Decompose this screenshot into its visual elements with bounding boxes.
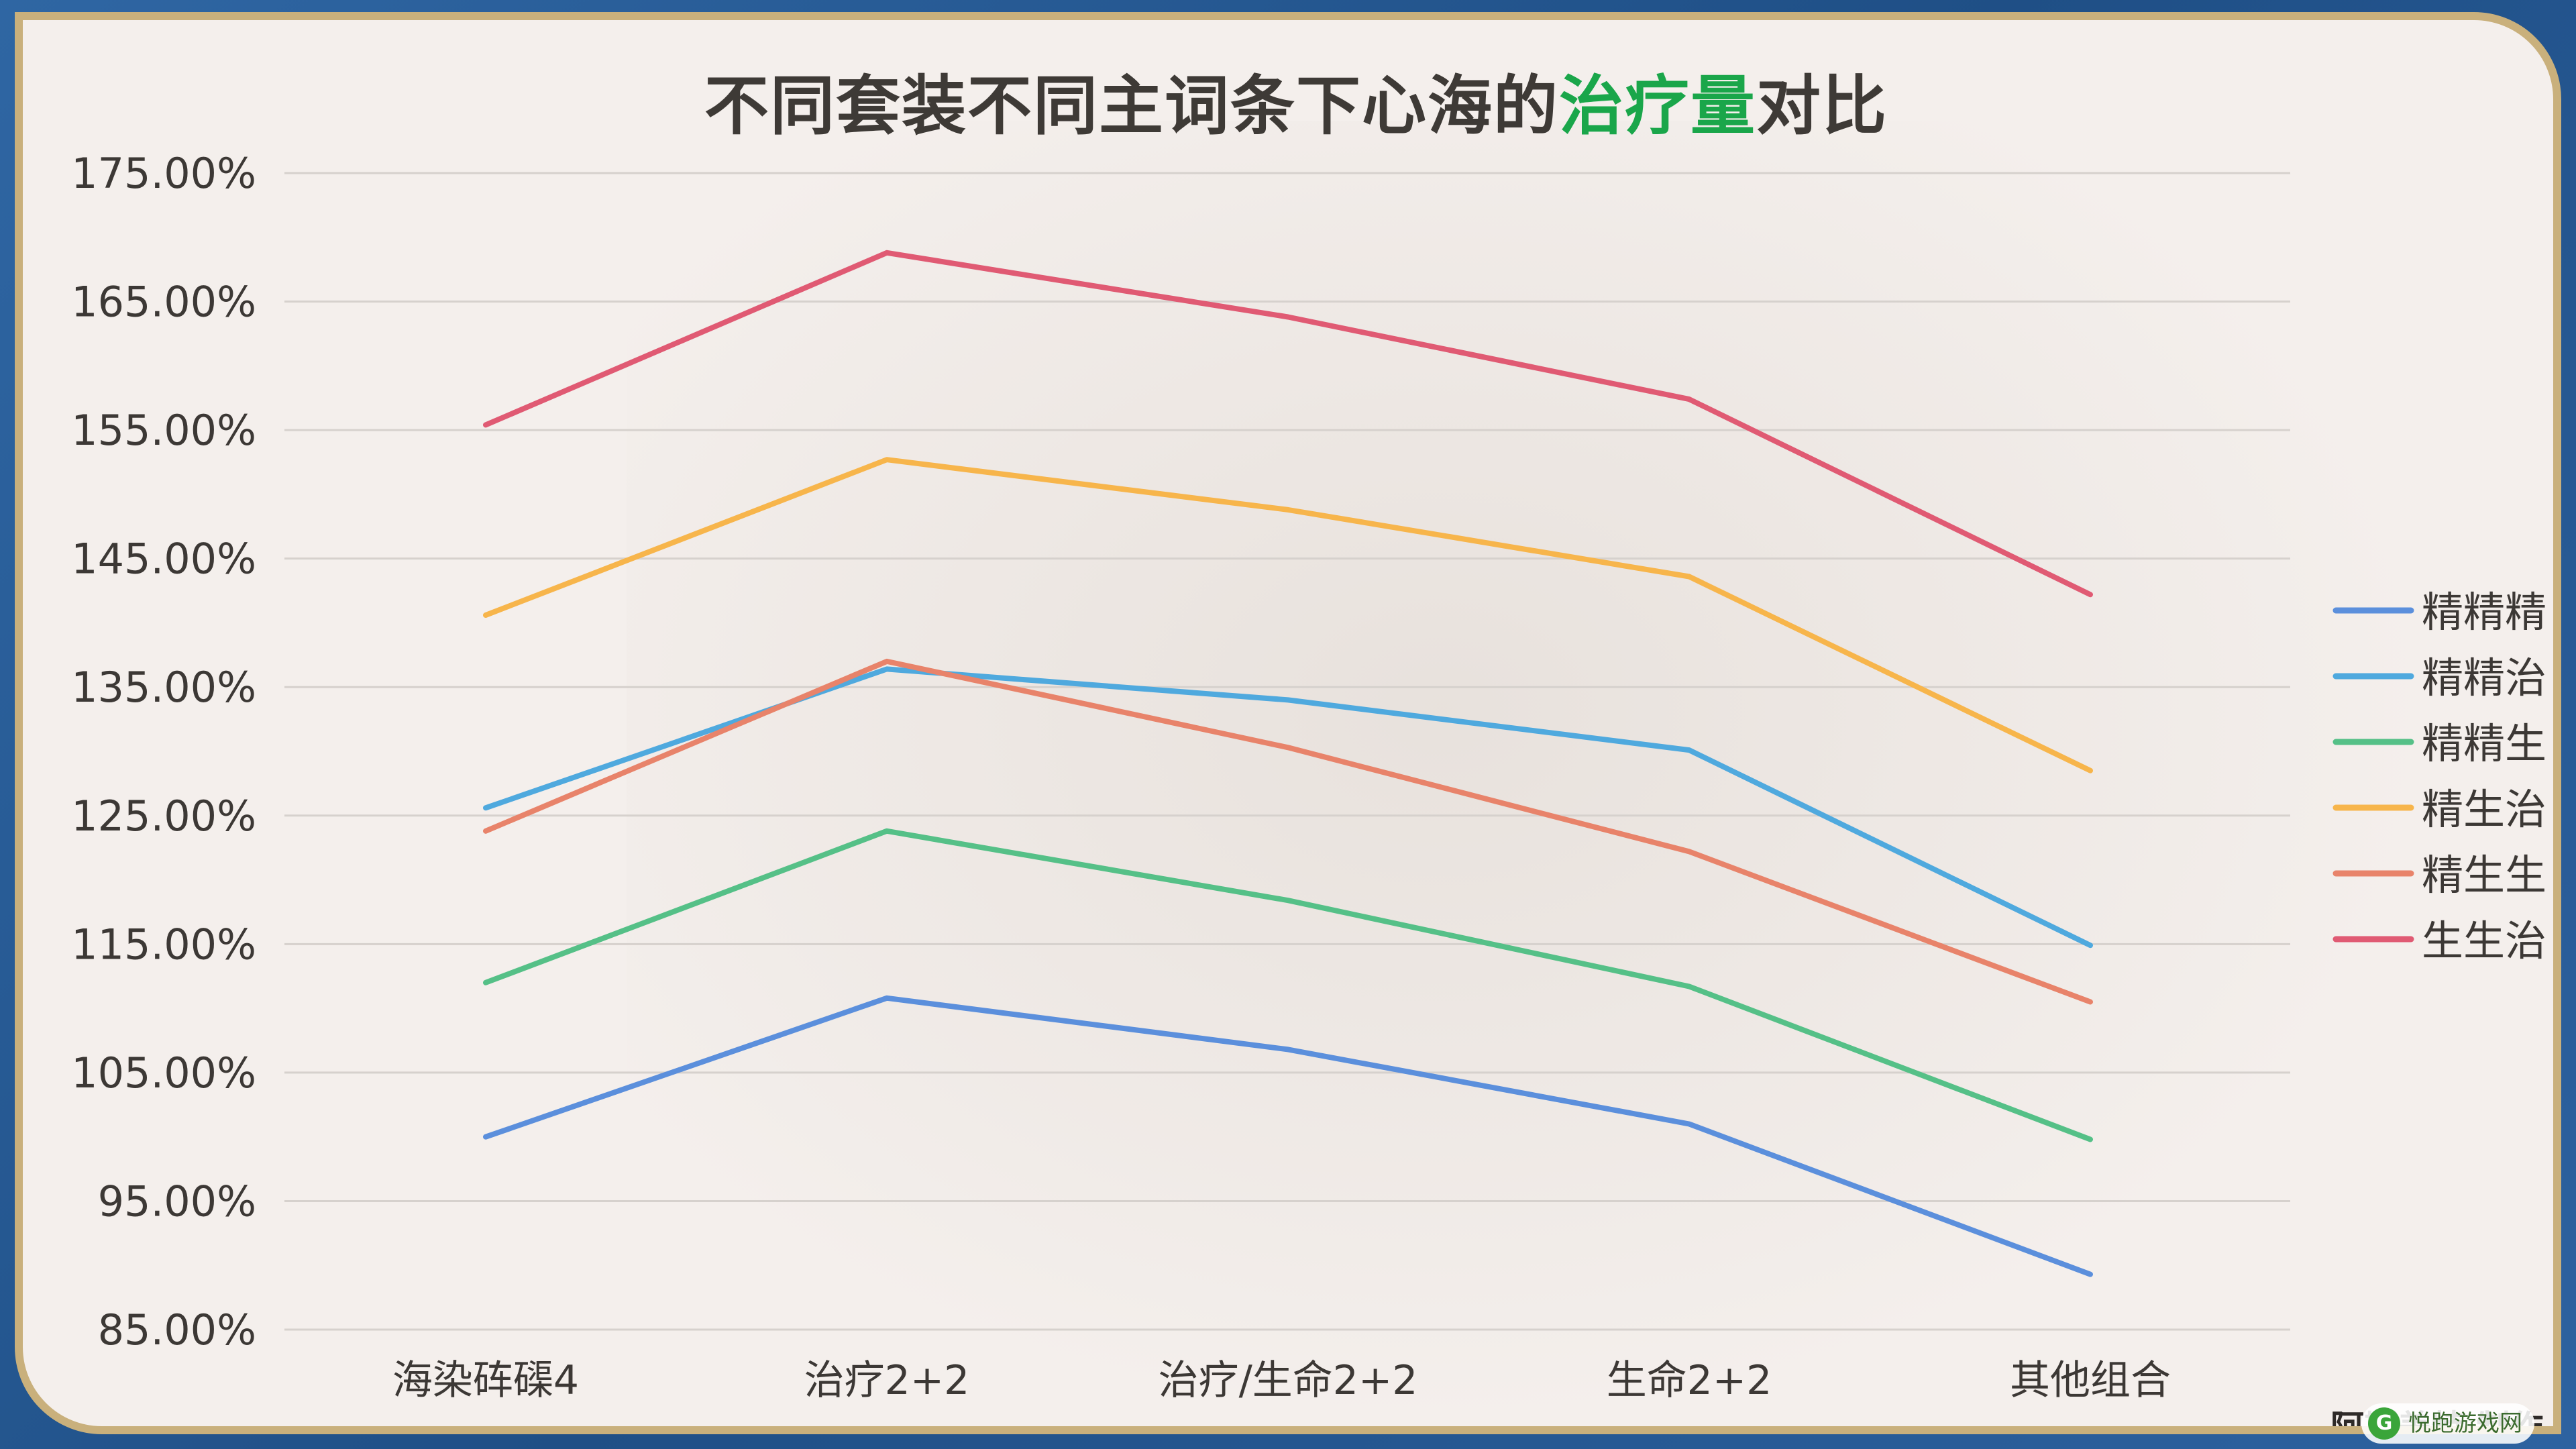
legend-label: 精生治	[2422, 785, 2546, 834]
site-logo-icon: G	[2368, 1407, 2400, 1440]
x-tick-label: 治疗/生命2+2	[1159, 1357, 1418, 1404]
y-tick-label: 155.00%	[71, 406, 256, 455]
series-line	[483, 658, 2093, 1005]
legend-label: 精精生	[2422, 719, 2546, 768]
legend-label: 精精精	[2422, 588, 2546, 637]
y-tick-label: 105.00%	[71, 1049, 256, 1097]
chart-title: 不同套装不同主词条下心海的治疗量对比	[23, 54, 2553, 147]
x-tick-label: 生命2+2	[1607, 1357, 1772, 1404]
series-lines	[483, 250, 2093, 1277]
x-tick-label: 其他组合	[2010, 1357, 2171, 1404]
series-line	[483, 457, 2093, 773]
gridlines	[284, 172, 2290, 1331]
y-tick-label: 85.00%	[98, 1305, 256, 1354]
site-watermark-text: 悦跑游戏网	[2408, 1410, 2522, 1437]
site-watermark: G 悦跑游戏网	[2361, 1403, 2534, 1444]
title-highlight: 治疗量	[1559, 68, 1756, 144]
y-tick-label: 95.00%	[98, 1177, 256, 1226]
series-line	[483, 666, 2093, 949]
legend-label: 精生生	[2422, 851, 2546, 900]
y-tick-label: 145.00%	[71, 535, 256, 584]
y-tick-label: 135.00%	[71, 663, 256, 712]
title-part1: 不同套装不同主词条下心海的	[704, 68, 1559, 144]
title-part2: 对比	[1756, 68, 1888, 144]
y-tick-labels: 175.00% 165.00% 155.00% 145.00% 135.00% 125.0…	[71, 149, 256, 1354]
y-tick-label: 125.00%	[71, 792, 256, 841]
series-line	[483, 828, 2093, 1142]
series-line	[483, 995, 2093, 1277]
y-tick-label: 165.00%	[71, 278, 256, 327]
x-tick-labels: 海染砗磲4 治疗2+2 治疗/生命2+2 生命2+2 其他组合	[392, 1357, 2171, 1404]
legend-label: 精精治	[2422, 653, 2546, 702]
x-tick-label: 海染砗磲4	[392, 1357, 579, 1404]
chart-panel: 不同套装不同主词条下心海的治疗量对比 175.00% 165.00% 155.00%…	[15, 12, 2561, 1434]
y-tick-label: 175.00%	[71, 149, 256, 198]
line-chart: 175.00% 165.00% 155.00% 145.00% 135.00% 125.0…	[71, 149, 2546, 1404]
x-tick-label: 治疗2+2	[804, 1357, 970, 1404]
series-line	[483, 250, 2093, 598]
y-tick-label: 115.00%	[71, 920, 256, 969]
legend-label: 生生治	[2422, 916, 2546, 965]
